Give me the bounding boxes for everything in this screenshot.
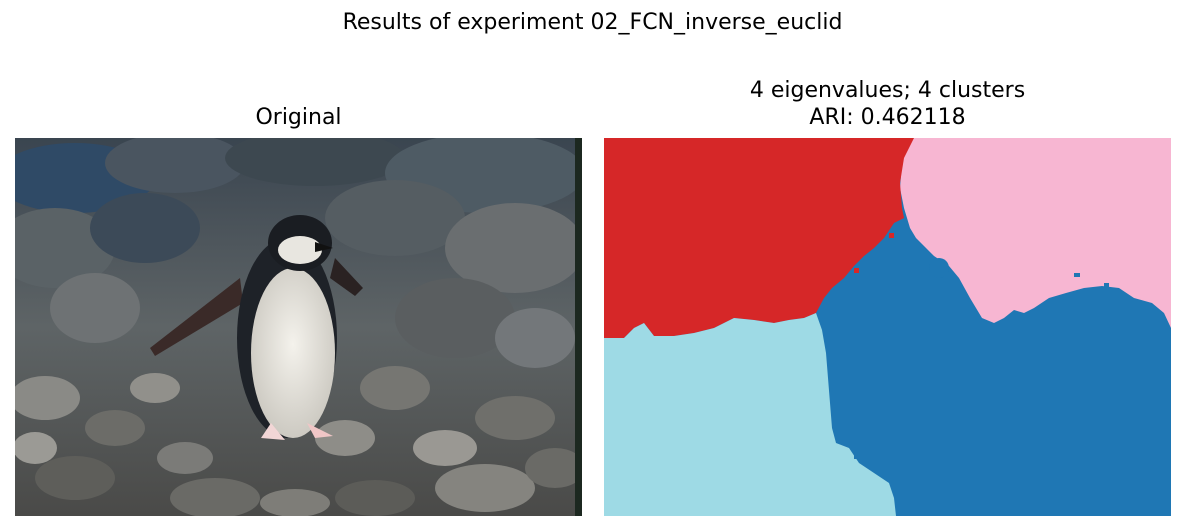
segmentation-title-line1: 4 eigenvalues; 4 clusters bbox=[749, 78, 1026, 103]
background-rocks bbox=[15, 138, 582, 368]
penguin-photo bbox=[15, 138, 582, 516]
foreground-pebbles bbox=[15, 366, 582, 516]
segmentation-image bbox=[604, 138, 1171, 516]
cluster-pink-region bbox=[900, 138, 1171, 328]
segmentation-title-line2: ARI: 0.462118 bbox=[809, 105, 966, 130]
figure-title: Results of experiment 02_FCN_inverse_euc… bbox=[342, 10, 843, 35]
cluster-lightblue-region bbox=[604, 313, 896, 516]
original-title: Original bbox=[255, 105, 342, 130]
cluster-map bbox=[604, 138, 1171, 516]
penguin bbox=[150, 215, 363, 440]
cluster-noise bbox=[834, 233, 1109, 459]
cluster-red-region bbox=[604, 138, 914, 338]
segmentation-title: 4 eigenvalues; 4 clusters ARI: 0.462118 bbox=[604, 77, 1171, 131]
original-image bbox=[15, 138, 582, 516]
